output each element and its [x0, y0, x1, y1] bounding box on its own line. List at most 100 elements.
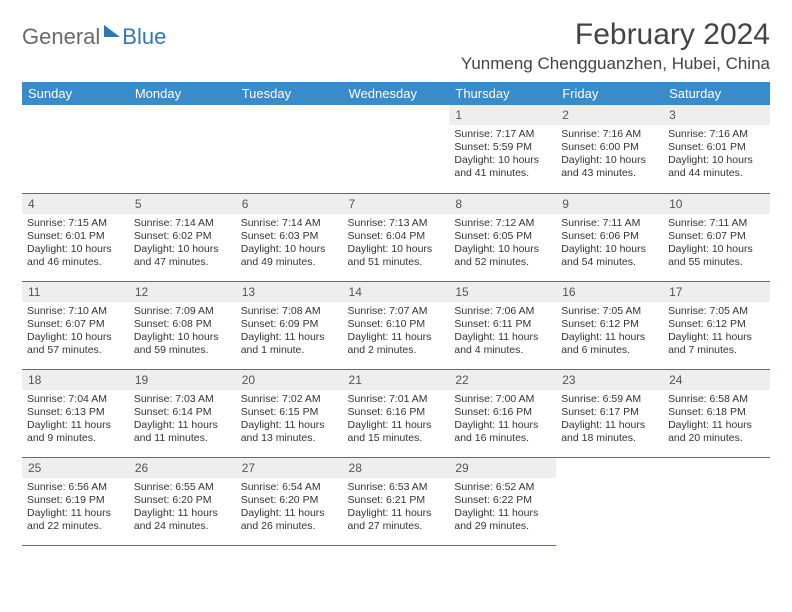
calendar-cell: [343, 105, 450, 193]
day-number: 28: [343, 458, 450, 478]
calendar-cell: 8Sunrise: 7:12 AMSunset: 6:05 PMDaylight…: [449, 193, 556, 281]
day-details: Sunrise: 7:01 AMSunset: 6:16 PMDaylight:…: [343, 390, 450, 450]
day-number: 5: [129, 194, 236, 214]
month-title: February 2024: [461, 18, 770, 52]
day-number: 6: [236, 194, 343, 214]
day-number: 1: [449, 105, 556, 125]
calendar-cell: [556, 457, 663, 545]
day-number: 17: [663, 282, 770, 302]
calendar-cell: [236, 105, 343, 193]
day-number: 15: [449, 282, 556, 302]
calendar-cell: 3Sunrise: 7:16 AMSunset: 6:01 PMDaylight…: [663, 105, 770, 193]
day-details: Sunrise: 7:11 AMSunset: 6:06 PMDaylight:…: [556, 214, 663, 274]
logo: General Blue: [22, 24, 166, 50]
day-details: Sunrise: 7:03 AMSunset: 6:14 PMDaylight:…: [129, 390, 236, 450]
day-details: Sunrise: 7:17 AMSunset: 5:59 PMDaylight:…: [449, 125, 556, 185]
title-block: February 2024 Yunmeng Chengguanzhen, Hub…: [461, 18, 770, 74]
calendar-cell: 29Sunrise: 6:52 AMSunset: 6:22 PMDayligh…: [449, 457, 556, 545]
day-number: 7: [343, 194, 450, 214]
day-details: Sunrise: 7:14 AMSunset: 6:03 PMDaylight:…: [236, 214, 343, 274]
day-details: Sunrise: 7:07 AMSunset: 6:10 PMDaylight:…: [343, 302, 450, 362]
calendar-cell: 19Sunrise: 7:03 AMSunset: 6:14 PMDayligh…: [129, 369, 236, 457]
day-number: 19: [129, 370, 236, 390]
calendar-row: 25Sunrise: 6:56 AMSunset: 6:19 PMDayligh…: [22, 457, 770, 545]
day-number: 14: [343, 282, 450, 302]
calendar-cell: 1Sunrise: 7:17 AMSunset: 5:59 PMDaylight…: [449, 105, 556, 193]
day-details: Sunrise: 6:53 AMSunset: 6:21 PMDaylight:…: [343, 478, 450, 538]
calendar-cell: 20Sunrise: 7:02 AMSunset: 6:15 PMDayligh…: [236, 369, 343, 457]
day-details: Sunrise: 7:05 AMSunset: 6:12 PMDaylight:…: [556, 302, 663, 362]
day-details: Sunrise: 7:04 AMSunset: 6:13 PMDaylight:…: [22, 390, 129, 450]
day-details: Sunrise: 7:06 AMSunset: 6:11 PMDaylight:…: [449, 302, 556, 362]
weekday-header: Sunday: [22, 82, 129, 105]
calendar-cell: 26Sunrise: 6:55 AMSunset: 6:20 PMDayligh…: [129, 457, 236, 545]
calendar-body: 1Sunrise: 7:17 AMSunset: 5:59 PMDaylight…: [22, 105, 770, 545]
day-number: 13: [236, 282, 343, 302]
day-number: 29: [449, 458, 556, 478]
day-number: 4: [22, 194, 129, 214]
weekday-header: Monday: [129, 82, 236, 105]
calendar-cell: [663, 457, 770, 545]
day-details: Sunrise: 6:54 AMSunset: 6:20 PMDaylight:…: [236, 478, 343, 538]
day-number: 12: [129, 282, 236, 302]
calendar-cell: 18Sunrise: 7:04 AMSunset: 6:13 PMDayligh…: [22, 369, 129, 457]
day-number: 3: [663, 105, 770, 125]
calendar-cell: 22Sunrise: 7:00 AMSunset: 6:16 PMDayligh…: [449, 369, 556, 457]
calendar-row: 11Sunrise: 7:10 AMSunset: 6:07 PMDayligh…: [22, 281, 770, 369]
day-number: 10: [663, 194, 770, 214]
day-details: Sunrise: 6:59 AMSunset: 6:17 PMDaylight:…: [556, 390, 663, 450]
day-details: Sunrise: 7:12 AMSunset: 6:05 PMDaylight:…: [449, 214, 556, 274]
calendar-cell: 7Sunrise: 7:13 AMSunset: 6:04 PMDaylight…: [343, 193, 450, 281]
calendar-cell: 15Sunrise: 7:06 AMSunset: 6:11 PMDayligh…: [449, 281, 556, 369]
calendar-row: 4Sunrise: 7:15 AMSunset: 6:01 PMDaylight…: [22, 193, 770, 281]
day-number: 2: [556, 105, 663, 125]
location: Yunmeng Chengguanzhen, Hubei, China: [461, 54, 770, 74]
calendar-cell: 21Sunrise: 7:01 AMSunset: 6:16 PMDayligh…: [343, 369, 450, 457]
weekday-header: Thursday: [449, 82, 556, 105]
weekday-header: Wednesday: [343, 82, 450, 105]
calendar-row: 1Sunrise: 7:17 AMSunset: 5:59 PMDaylight…: [22, 105, 770, 193]
day-number: 20: [236, 370, 343, 390]
calendar-cell: 6Sunrise: 7:14 AMSunset: 6:03 PMDaylight…: [236, 193, 343, 281]
day-details: Sunrise: 7:09 AMSunset: 6:08 PMDaylight:…: [129, 302, 236, 362]
day-number: 9: [556, 194, 663, 214]
calendar-cell: 23Sunrise: 6:59 AMSunset: 6:17 PMDayligh…: [556, 369, 663, 457]
logo-text-blue: Blue: [122, 24, 166, 50]
calendar-cell: [22, 105, 129, 193]
calendar-cell: 14Sunrise: 7:07 AMSunset: 6:10 PMDayligh…: [343, 281, 450, 369]
day-number: 25: [22, 458, 129, 478]
calendar-table: SundayMondayTuesdayWednesdayThursdayFrid…: [22, 82, 770, 546]
calendar-cell: 12Sunrise: 7:09 AMSunset: 6:08 PMDayligh…: [129, 281, 236, 369]
calendar-cell: 25Sunrise: 6:56 AMSunset: 6:19 PMDayligh…: [22, 457, 129, 545]
weekday-header: Friday: [556, 82, 663, 105]
calendar-cell: 24Sunrise: 6:58 AMSunset: 6:18 PMDayligh…: [663, 369, 770, 457]
day-number: 8: [449, 194, 556, 214]
calendar-cell: 27Sunrise: 6:54 AMSunset: 6:20 PMDayligh…: [236, 457, 343, 545]
calendar-row: 18Sunrise: 7:04 AMSunset: 6:13 PMDayligh…: [22, 369, 770, 457]
day-number: 26: [129, 458, 236, 478]
calendar-cell: 11Sunrise: 7:10 AMSunset: 6:07 PMDayligh…: [22, 281, 129, 369]
calendar-cell: 9Sunrise: 7:11 AMSunset: 6:06 PMDaylight…: [556, 193, 663, 281]
day-number: 22: [449, 370, 556, 390]
weekday-header: Saturday: [663, 82, 770, 105]
day-details: Sunrise: 7:15 AMSunset: 6:01 PMDaylight:…: [22, 214, 129, 274]
day-details: Sunrise: 7:16 AMSunset: 6:01 PMDaylight:…: [663, 125, 770, 185]
day-number: 18: [22, 370, 129, 390]
logo-triangle-icon: [104, 25, 120, 37]
day-details: Sunrise: 7:13 AMSunset: 6:04 PMDaylight:…: [343, 214, 450, 274]
day-details: Sunrise: 7:08 AMSunset: 6:09 PMDaylight:…: [236, 302, 343, 362]
day-details: Sunrise: 7:02 AMSunset: 6:15 PMDaylight:…: [236, 390, 343, 450]
day-number: 23: [556, 370, 663, 390]
day-details: Sunrise: 6:52 AMSunset: 6:22 PMDaylight:…: [449, 478, 556, 538]
day-details: Sunrise: 6:56 AMSunset: 6:19 PMDaylight:…: [22, 478, 129, 538]
day-details: Sunrise: 7:16 AMSunset: 6:00 PMDaylight:…: [556, 125, 663, 185]
day-number: 16: [556, 282, 663, 302]
calendar-cell: [129, 105, 236, 193]
day-details: Sunrise: 7:00 AMSunset: 6:16 PMDaylight:…: [449, 390, 556, 450]
calendar-cell: 17Sunrise: 7:05 AMSunset: 6:12 PMDayligh…: [663, 281, 770, 369]
day-details: Sunrise: 6:58 AMSunset: 6:18 PMDaylight:…: [663, 390, 770, 450]
day-details: Sunrise: 7:14 AMSunset: 6:02 PMDaylight:…: [129, 214, 236, 274]
day-details: Sunrise: 7:10 AMSunset: 6:07 PMDaylight:…: [22, 302, 129, 362]
header: General Blue February 2024 Yunmeng Cheng…: [22, 18, 770, 74]
calendar-head: SundayMondayTuesdayWednesdayThursdayFrid…: [22, 82, 770, 105]
